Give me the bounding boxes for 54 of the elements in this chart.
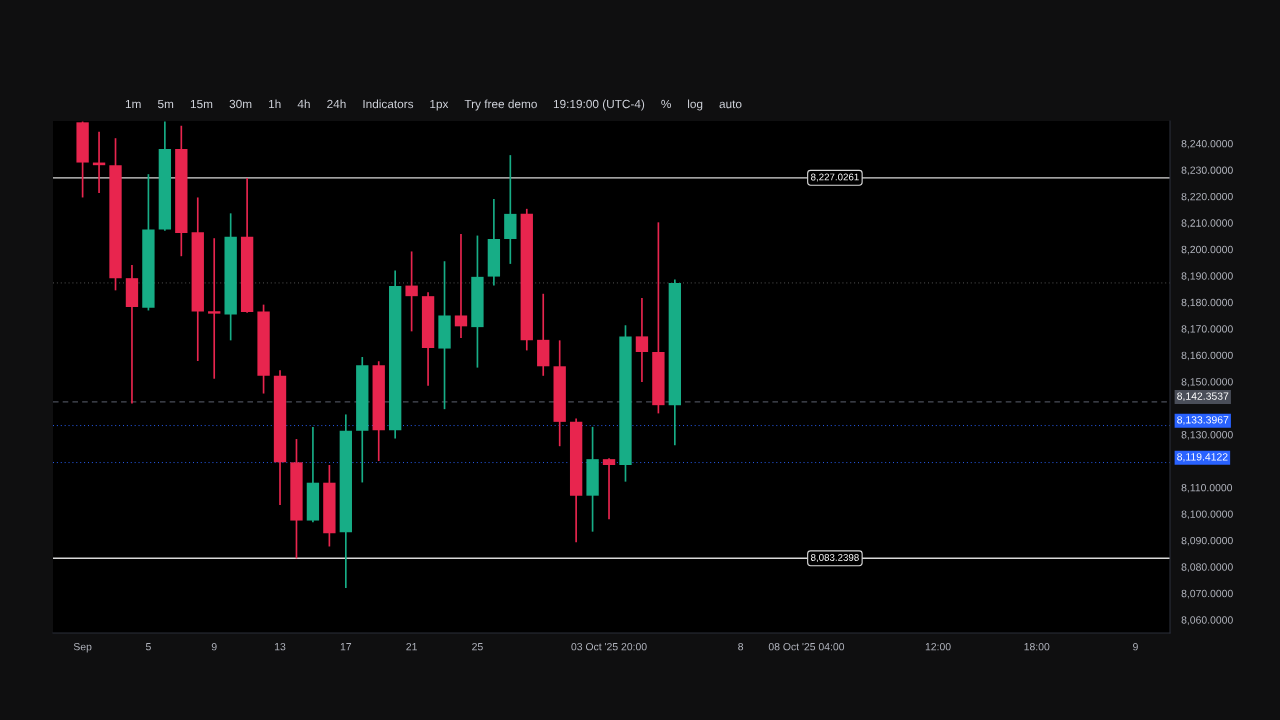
text: 5m (157, 99, 174, 109)
text: 1px (430, 99, 449, 111)
text: % (661, 99, 671, 109)
x-tick-label: Sep (73, 643, 92, 653)
x-tick-label: 5 (145, 643, 151, 651)
ref-line-label: 8,227.0261 (811, 173, 859, 182)
y-tick-label: 8,110.0000 (1181, 483, 1233, 493)
candlestick (208, 237, 221, 380)
x-tick-label: 9 (1133, 643, 1138, 651)
y-tick-label: 8,090.0000 (1181, 536, 1233, 546)
text: auto (719, 100, 742, 109)
y-tick-label: 8,160.0000 (1181, 351, 1233, 361)
y-tick-label: 8,150.0000 (1181, 378, 1233, 387)
x-tick-label: 18:00 (1024, 643, 1050, 651)
text: 1h (269, 99, 281, 109)
y-tick-label: 8,220.0000 (1181, 192, 1233, 202)
text: Try free demo (464, 99, 537, 111)
ref-line-label: 8,119.4122 (1177, 453, 1228, 462)
text: 1m (125, 99, 141, 109)
text: 24h (327, 99, 346, 109)
x-tick-label: 13 (275, 643, 286, 651)
ref-line-label: 8,083.2398 (811, 554, 859, 563)
text: 15m (190, 99, 213, 109)
y-tick-label: 8,170.0000 (1181, 325, 1233, 334)
candlestick (602, 457, 616, 521)
ref-line-label: 8,142.3537 (1177, 392, 1229, 402)
y-tick-label: 8,100.0000 (1181, 510, 1233, 520)
candlestick (405, 250, 418, 333)
x-tick-label: 12:00 (925, 643, 951, 651)
x-tick-label: 8 (738, 643, 744, 651)
x-tick-label: 25 (472, 643, 483, 651)
y-tick-label: 8,230.0000 (1181, 166, 1233, 176)
x-tick-label: 21 (406, 643, 417, 651)
y-tick-label: 8,240.0000 (1181, 139, 1233, 149)
text: log (688, 99, 703, 111)
ref-line-label: 8,133.3967 (1177, 416, 1229, 425)
y-tick-label: 8,060.0000 (1181, 616, 1233, 625)
y-tick-label: 8,080.0000 (1181, 563, 1233, 572)
text: 30m (229, 99, 252, 109)
x-tick-label: 9 (211, 643, 217, 651)
x-tick-label: 17 (340, 643, 352, 651)
candlestick (635, 297, 649, 383)
y-tick-label: 8,070.0000 (1181, 589, 1233, 599)
y-tick-label: 8,130.0000 (1181, 431, 1233, 440)
text: 19:19:00 (UTC-4) (553, 99, 645, 111)
y-tick-label: 8,190.0000 (1181, 272, 1233, 281)
y-tick-label: 8,180.0000 (1181, 298, 1233, 308)
y-tick-label: 8,200.0000 (1181, 245, 1233, 255)
text: 4h (297, 99, 310, 109)
text: Indicators (363, 99, 414, 109)
candlestick (454, 233, 468, 339)
x-tick-label: 03 Oct '25 20:00 (571, 643, 647, 651)
y-tick-label: 8,210.0000 (1181, 219, 1233, 228)
x-tick-label: 08 Oct '25 04:00 (768, 643, 845, 651)
